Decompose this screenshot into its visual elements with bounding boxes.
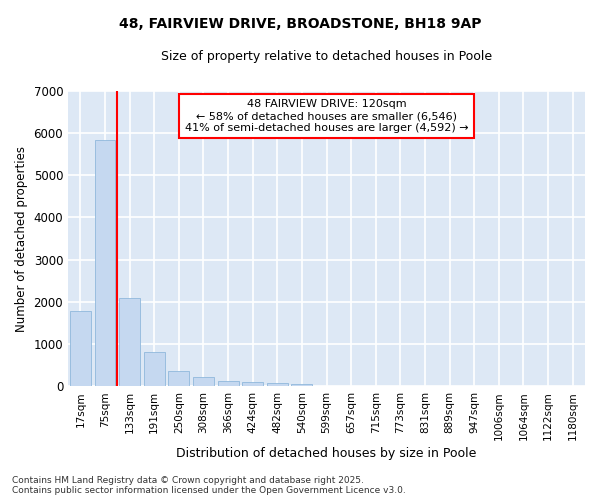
Title: Size of property relative to detached houses in Poole: Size of property relative to detached ho… (161, 50, 492, 63)
Bar (218, 381, 239, 386)
Y-axis label: Number of detached properties: Number of detached properties (15, 146, 28, 332)
X-axis label: Distribution of detached houses by size in Poole: Distribution of detached houses by size … (176, 447, 477, 460)
Text: Contains HM Land Registry data © Crown copyright and database right 2025.
Contai: Contains HM Land Registry data © Crown c… (12, 476, 406, 495)
Bar (292, 384, 313, 386)
Bar (169, 371, 189, 386)
Text: 48, FAIRVIEW DRIVE, BROADSTONE, BH18 9AP: 48, FAIRVIEW DRIVE, BROADSTONE, BH18 9AP (119, 18, 481, 32)
Text: 48 FAIRVIEW DRIVE: 120sqm
← 58% of detached houses are smaller (6,546)
41% of se: 48 FAIRVIEW DRIVE: 120sqm ← 58% of detac… (185, 100, 469, 132)
Bar (242, 382, 263, 386)
Bar (267, 383, 288, 386)
Bar (70, 311, 91, 386)
Bar (144, 352, 164, 386)
Bar (95, 140, 115, 386)
Bar (119, 298, 140, 386)
Bar (193, 376, 214, 386)
